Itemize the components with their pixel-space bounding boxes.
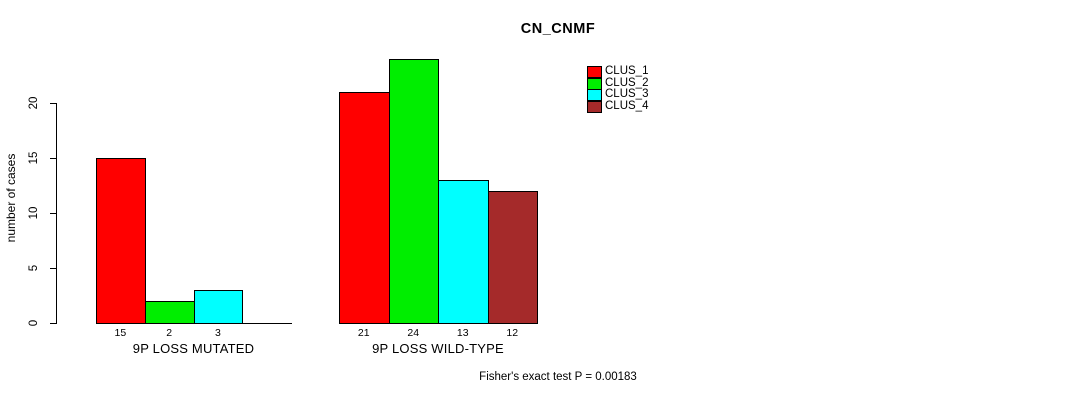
legend-swatch [587, 89, 602, 101]
bar [389, 59, 439, 324]
y-axis-tick [50, 158, 57, 159]
legend-label: CLUS_1 [605, 65, 649, 77]
chart-title: CN_CNMF [520, 21, 596, 37]
bar [438, 180, 489, 324]
legend: CLUS_1 CLUS_2 CLUS_3 CLUS_4 [587, 65, 677, 114]
bar [339, 92, 390, 324]
legend-label: CLUS_2 [605, 77, 649, 89]
bar [194, 290, 243, 324]
bar-value-label: 15 [114, 327, 127, 339]
bar-value-label: 12 [506, 327, 519, 339]
bar-value-label: 2 [166, 327, 173, 339]
y-axis-tick-label: 5 [28, 264, 40, 272]
y-axis-tick [50, 268, 57, 269]
category-label: 9P LOSS MUTATED [132, 341, 255, 356]
y-axis-tick [50, 103, 57, 104]
fisher-test-annotation: Fisher's exact test P = 0.00183 [479, 371, 637, 383]
y-axis-tick-label: 0 [28, 319, 40, 327]
bar-value-label: 21 [357, 327, 370, 339]
y-axis-tick-label: 10 [28, 206, 40, 220]
y-axis-tick [50, 323, 57, 324]
y-axis-tick-label: 20 [28, 96, 40, 110]
legend-label: CLUS_4 [605, 100, 649, 112]
bar-value-label: 13 [456, 327, 469, 339]
legend-label: CLUS_3 [605, 88, 649, 100]
legend-swatch [587, 66, 602, 78]
bar [488, 191, 538, 324]
legend-swatch [587, 101, 602, 113]
category-label: 9P LOSS WILD-TYPE [372, 341, 504, 356]
y-axis-tick-label: 15 [28, 151, 40, 165]
y-axis-tick [50, 213, 57, 214]
bar [145, 301, 195, 324]
bar [96, 158, 146, 324]
bar-value-label: 3 [214, 327, 221, 339]
bar-value-label: 24 [407, 327, 420, 339]
